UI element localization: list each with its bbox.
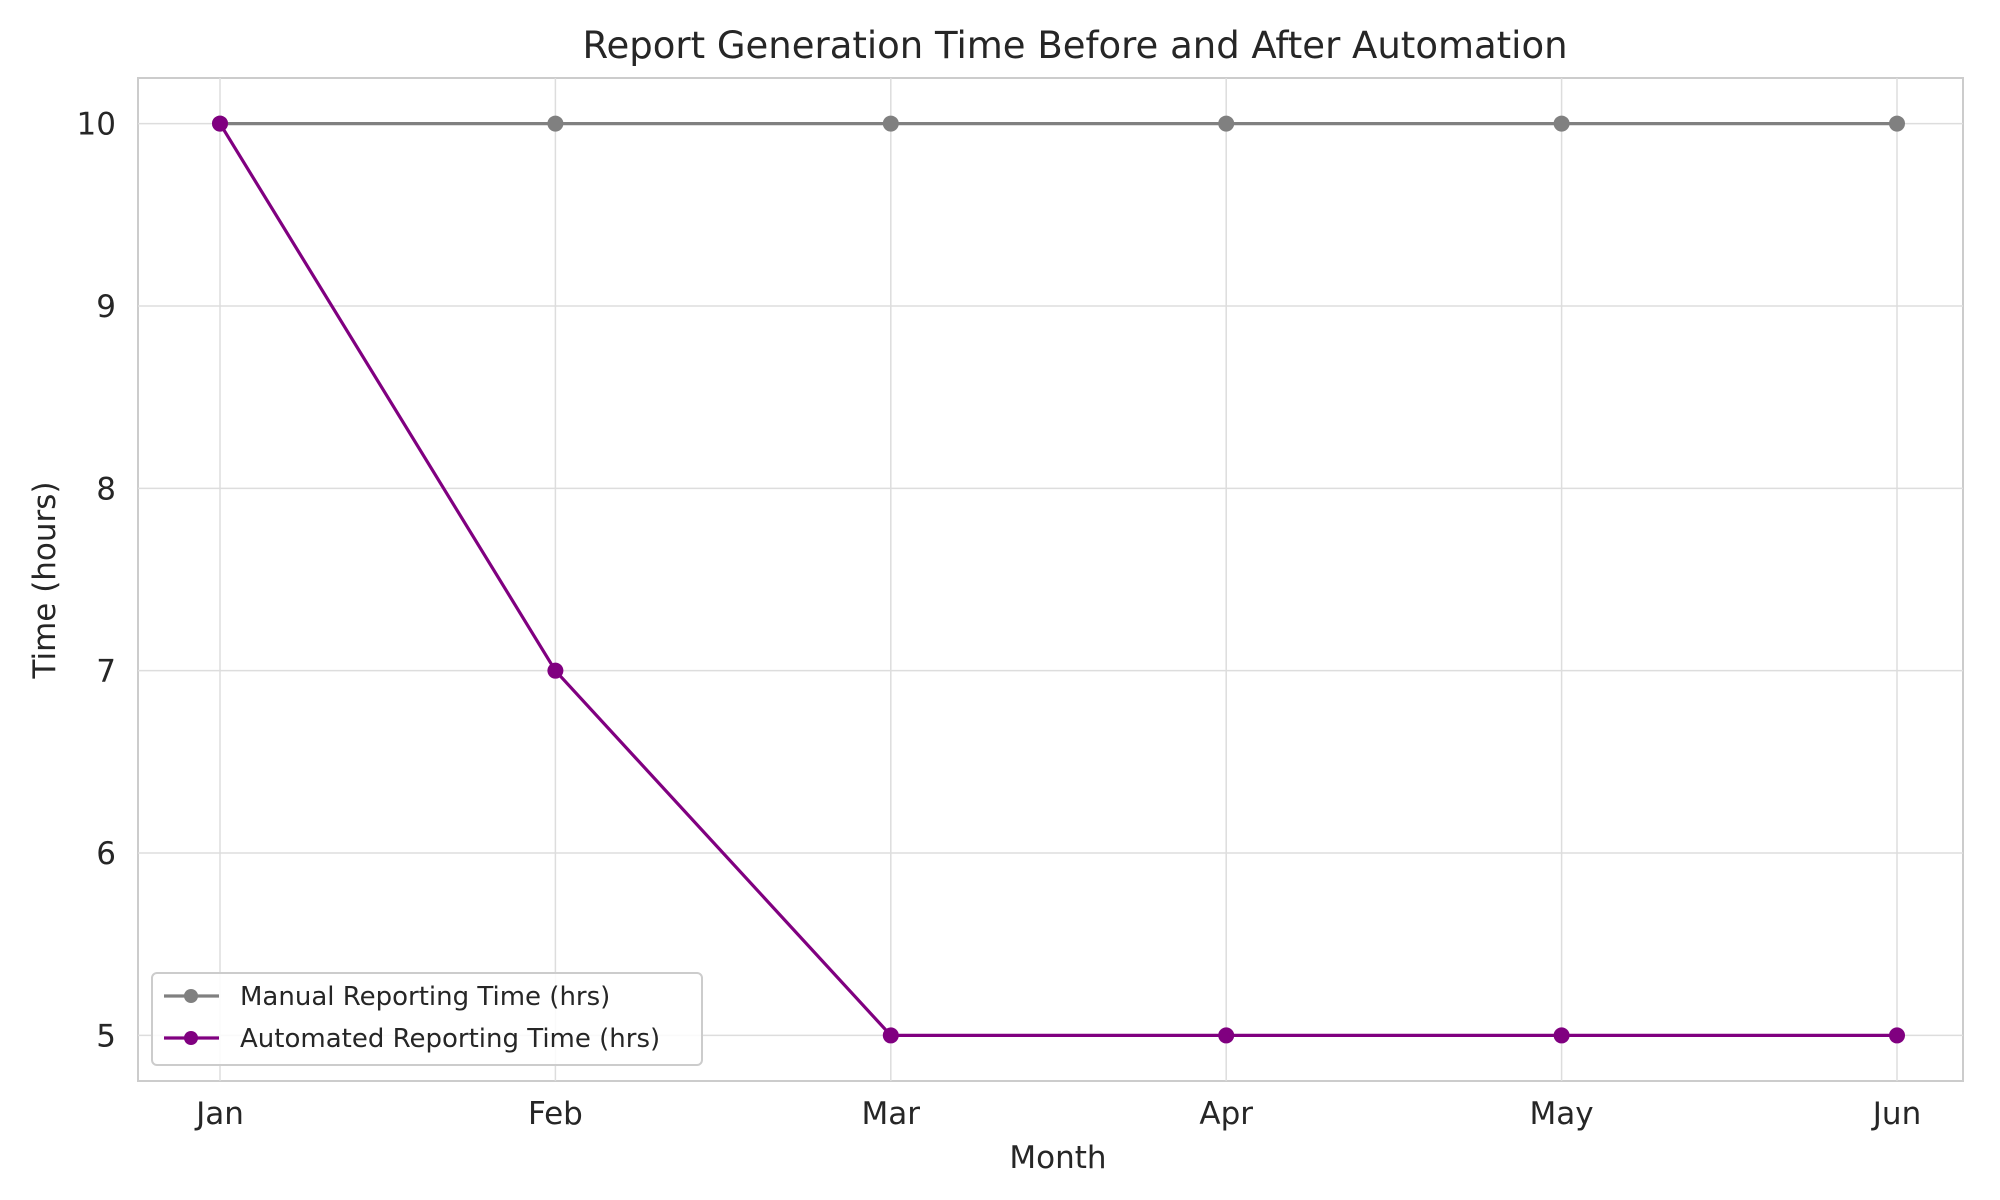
legend: Manual Reporting Time (hrs) Automated Rep…: [151, 972, 703, 1066]
x-tick-label: Jun: [1871, 1096, 1921, 1132]
data-point: [1218, 115, 1235, 132]
x-tick-label: Mar: [862, 1096, 921, 1132]
x-tick-labels: Jan Feb Mar Apr May Jun: [194, 1096, 1921, 1132]
legend-label: Automated Reporting Time (hrs): [240, 1024, 660, 1054]
data-point: [882, 115, 899, 132]
y-tick-labels: 5 6 7 8 9 10: [77, 107, 116, 1055]
y-tick-label: 7: [96, 654, 116, 690]
y-axis-label: Time (hours): [27, 481, 63, 679]
legend-marker: [184, 989, 198, 1003]
y-tick-label: 9: [96, 289, 116, 325]
legend-marker: [184, 1031, 198, 1045]
y-tick-label: 6: [96, 836, 116, 872]
legend-label: Manual Reporting Time (hrs): [240, 982, 610, 1012]
data-point: [1889, 115, 1905, 132]
x-axis-label: Month: [1009, 1140, 1106, 1176]
data-point: [882, 1027, 899, 1044]
y-tick-label: 8: [96, 471, 116, 507]
legend-frame: [151, 972, 703, 1066]
data-point: [547, 115, 564, 132]
data-point: [212, 115, 228, 132]
y-tick-label: 10: [77, 107, 116, 143]
series-layer: [212, 115, 1905, 1044]
data-point: [1553, 115, 1570, 132]
plot-area: [137, 77, 1964, 1082]
x-tick-label: May: [1530, 1096, 1594, 1132]
data-point: [1218, 1027, 1235, 1044]
data-point: [547, 662, 564, 679]
x-tick-label: Feb: [528, 1096, 583, 1132]
x-tick-label: Jan: [194, 1096, 244, 1132]
x-tick-label: Apr: [1199, 1096, 1253, 1132]
data-point: [1889, 1027, 1905, 1044]
y-tick-label: 5: [96, 1018, 116, 1054]
data-point: [1553, 1027, 1570, 1044]
series-line: [218, 122, 1897, 1038]
chart-title: Report Generation Time Before and After …: [582, 24, 1567, 67]
